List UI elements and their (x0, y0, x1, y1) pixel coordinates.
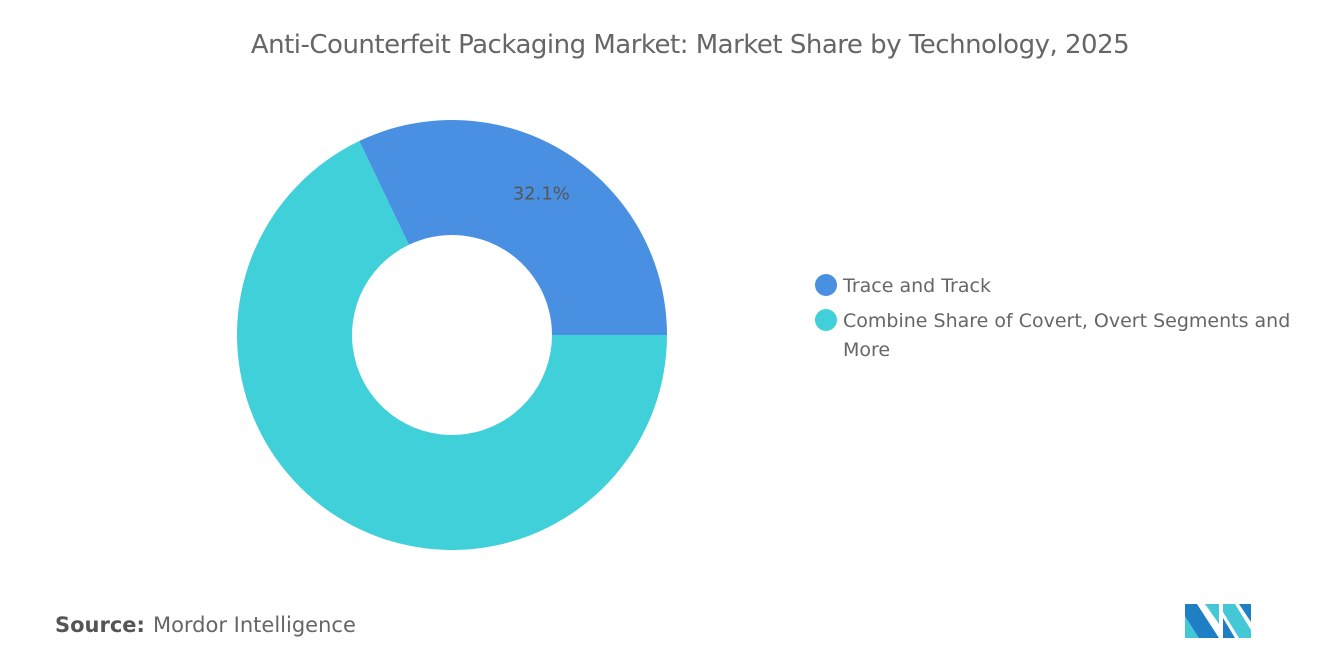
legend-label: Combine Share of Covert, Overt Segments … (843, 310, 1291, 361)
data-label-0: 32.1% (513, 183, 570, 204)
source-value: Mordor Intelligence (152, 613, 356, 637)
legend-label: Trace and Track (843, 275, 991, 297)
legend-item-combined-share: Combine Share of Covert, Overt Segments … (815, 307, 1295, 365)
slice-1 (237, 141, 667, 550)
source-label: Source: (55, 613, 145, 637)
slice-0 (359, 119, 667, 335)
legend-swatch (815, 309, 837, 331)
legend: Trace and Track Combine Share of Covert,… (815, 272, 1295, 371)
legend-swatch (815, 274, 837, 296)
chart-title: Anti-Counterfeit Packaging Market: Marke… (250, 30, 1130, 60)
mordor-intelligence-logo (1185, 604, 1251, 638)
legend-item-trace-and-track: Trace and Track (815, 272, 1295, 301)
source-note: Source: Mordor Intelligence (55, 613, 356, 637)
